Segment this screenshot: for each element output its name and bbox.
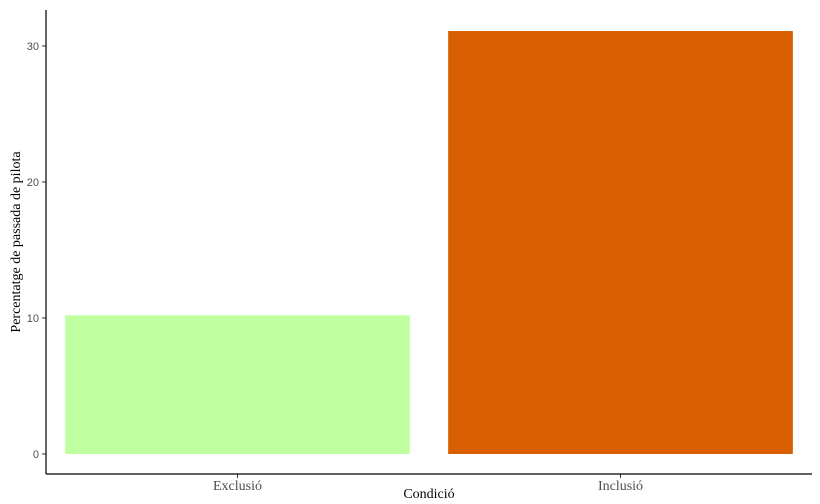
x-tick-label: Inclusió <box>598 479 643 494</box>
y-axis-title: Percentatge de passada de pilota <box>9 151 24 333</box>
y-tick-label: 10 <box>27 313 39 325</box>
x-axis-title: Condició <box>403 487 454 502</box>
bar-1 <box>65 315 410 454</box>
bar-2 <box>448 31 793 454</box>
bars-group <box>65 31 793 454</box>
x-axis-ticks: Exclusió Inclusió <box>213 474 643 494</box>
y-tick-label: 30 <box>27 41 39 53</box>
x-tick-label: Exclusió <box>213 479 262 494</box>
y-tick-label: 0 <box>33 449 39 461</box>
y-axis-ticks: 0 10 20 30 <box>27 41 46 461</box>
y-tick-label: 20 <box>27 177 39 189</box>
